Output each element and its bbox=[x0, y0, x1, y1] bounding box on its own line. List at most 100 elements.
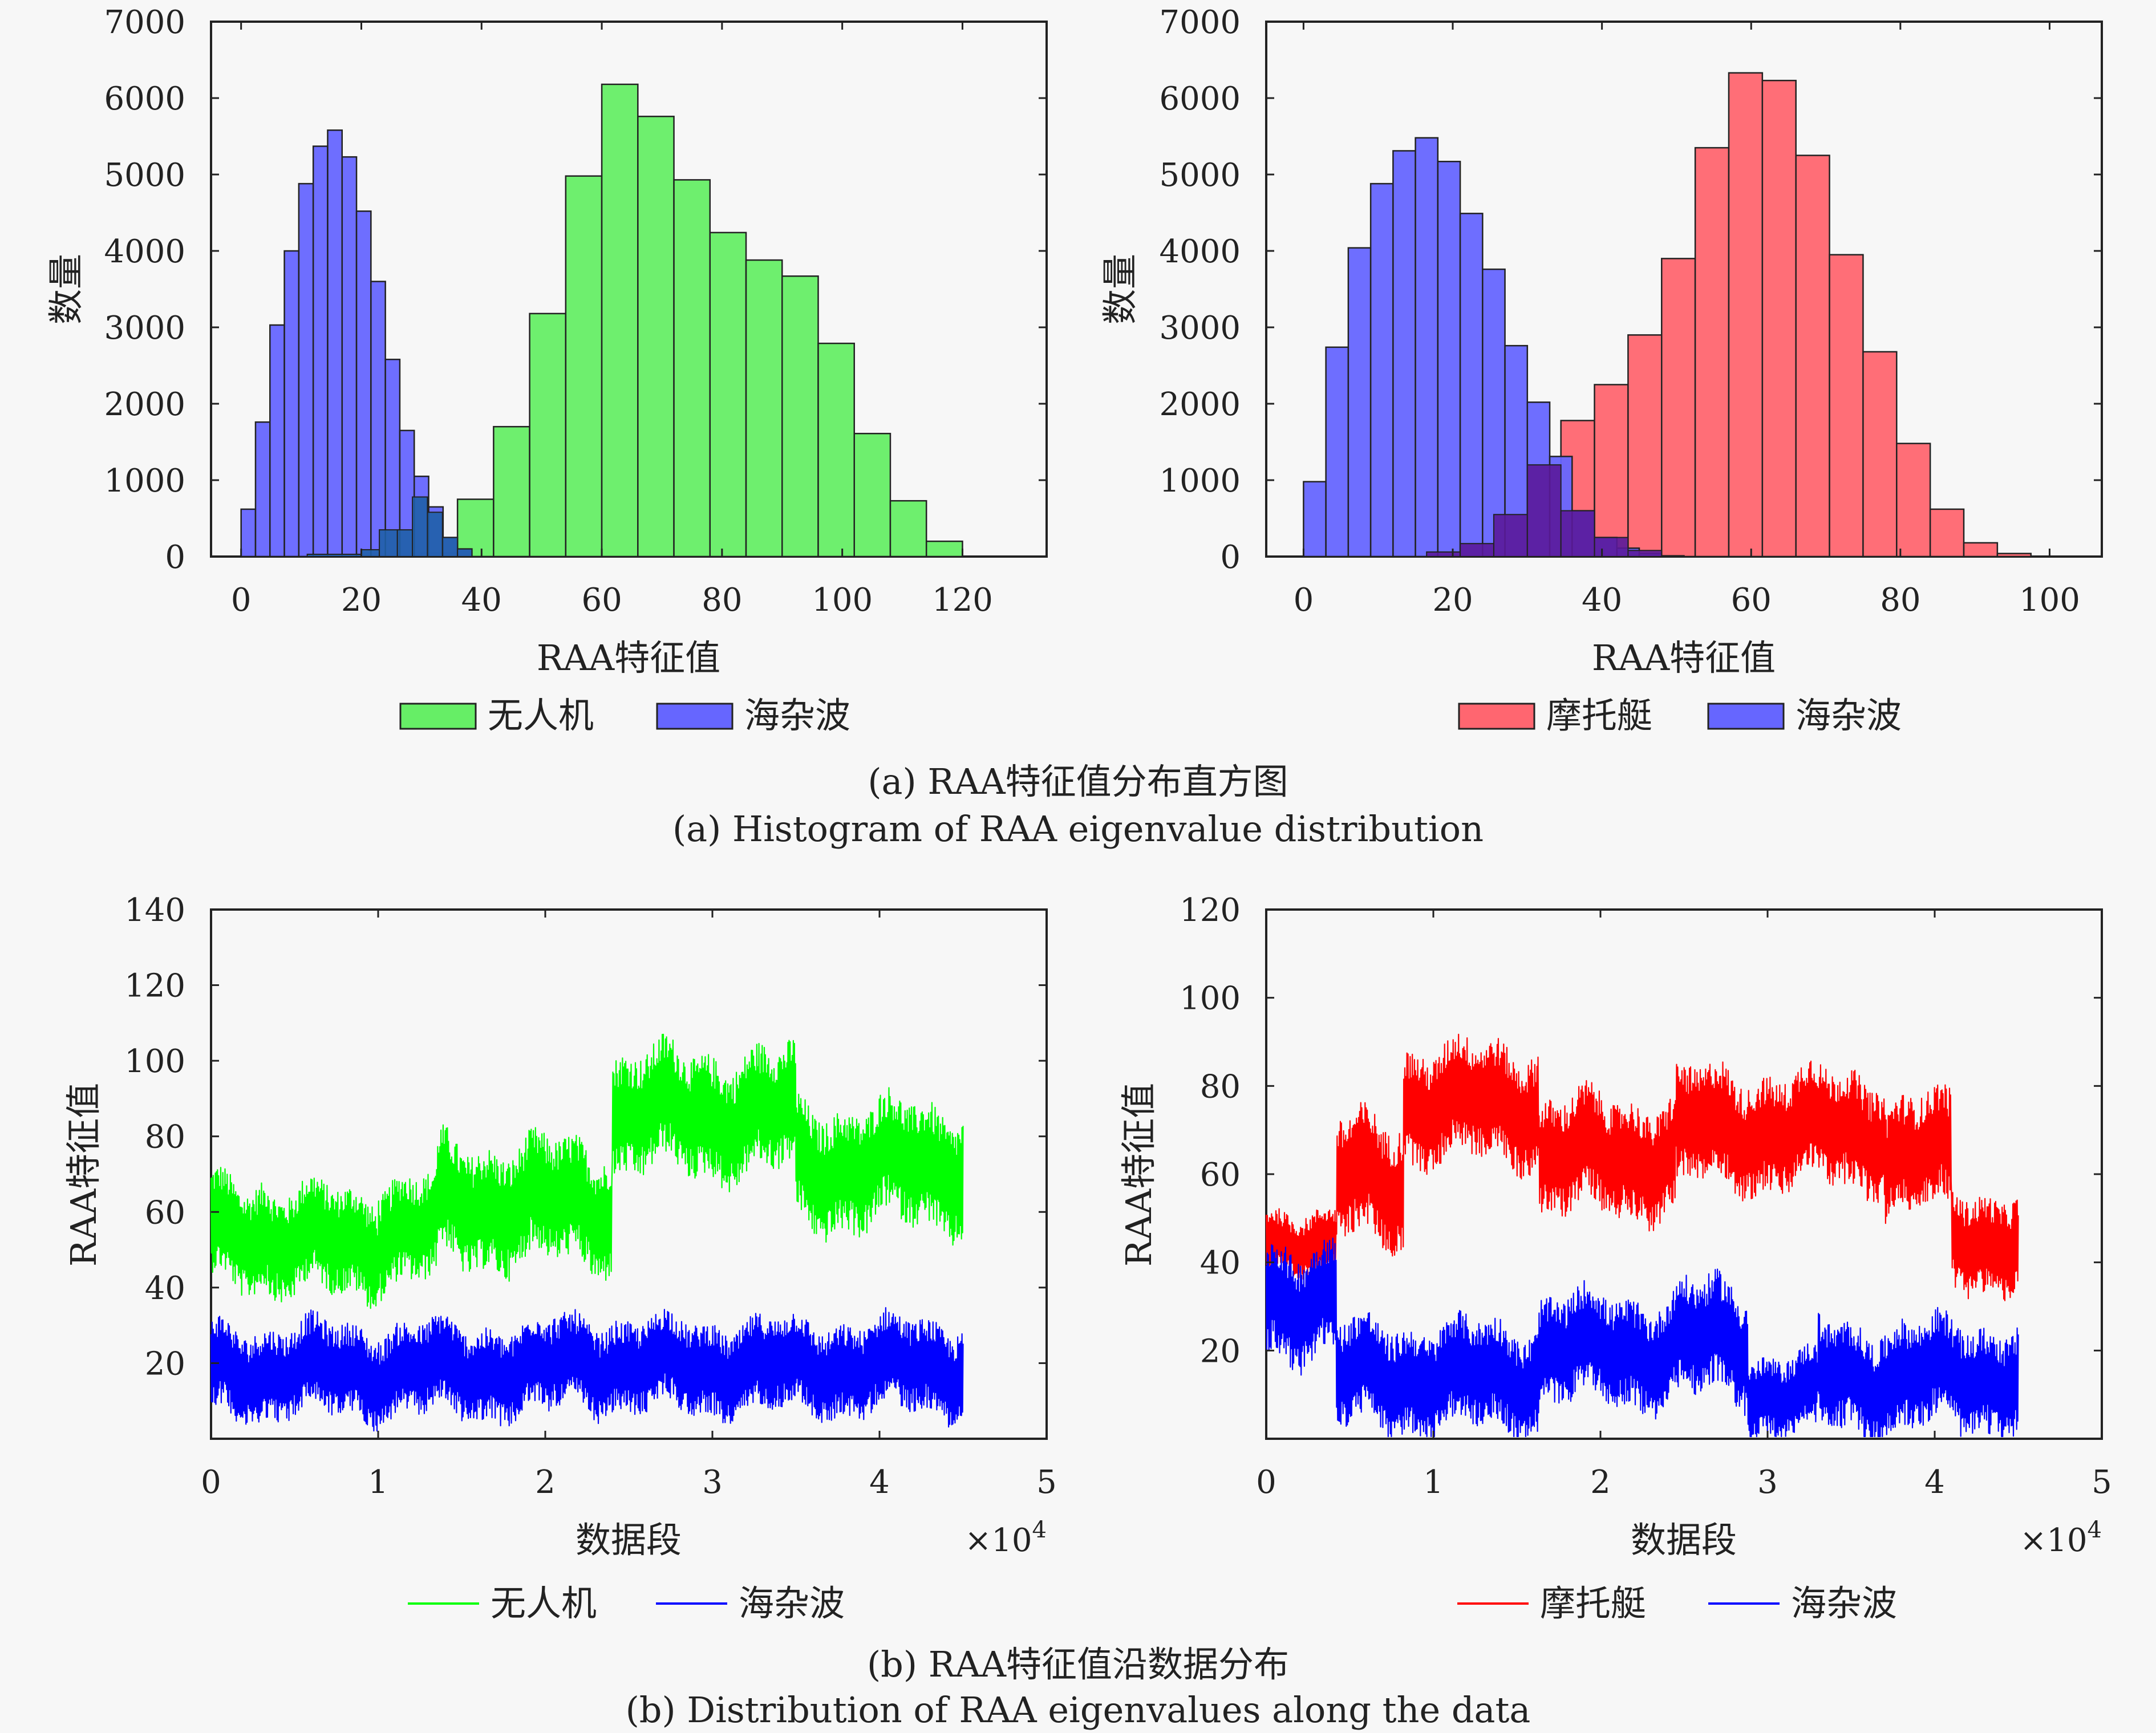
y-tick-label: 120 bbox=[124, 968, 185, 1005]
x-tick-label: 4 bbox=[869, 1464, 890, 1501]
legend-label-clutter: 海杂波 bbox=[744, 695, 850, 736]
legend-label-boat: 摩托艇 bbox=[1546, 695, 1652, 736]
y-tick-label: 3000 bbox=[104, 310, 185, 347]
sequence-drone-lines bbox=[210, 1033, 964, 1432]
x-axis-label: RAA特征值 bbox=[537, 637, 720, 679]
y-tick-label: 3000 bbox=[1159, 310, 1241, 347]
y-tick-label: 6000 bbox=[104, 80, 185, 117]
x-tick-label: 80 bbox=[702, 582, 742, 619]
histogram-overlap-bar bbox=[457, 548, 473, 557]
histogram-bar bbox=[312, 145, 329, 558]
histogram-boat-ticks: 0 20 40 60 80 1000100020003000400050006000700… bbox=[1159, 4, 2102, 619]
histogram-bar bbox=[1728, 72, 1764, 558]
histogram-bar bbox=[456, 498, 495, 558]
y-axis-label: RAA特征值 bbox=[63, 1083, 104, 1267]
histogram-bar bbox=[1459, 213, 1484, 558]
x-tick-label: 120 bbox=[932, 582, 993, 619]
x-axis-label: RAA特征值 bbox=[1592, 637, 1776, 679]
x-tick-label: 100 bbox=[2019, 582, 2080, 619]
y-tick-label: 80 bbox=[145, 1119, 185, 1156]
legend-swatch-clutter bbox=[656, 703, 733, 730]
y-tick-label: 40 bbox=[1200, 1245, 1241, 1282]
y-tick-label: 60 bbox=[145, 1194, 185, 1231]
series-line bbox=[1265, 1237, 2019, 1438]
legend-swatch-clutter bbox=[1707, 703, 1785, 730]
histogram-bar bbox=[1694, 147, 1730, 558]
histogram-drone-bars bbox=[240, 83, 963, 558]
histogram-bar bbox=[283, 250, 300, 558]
y-tick-label: 100 bbox=[124, 1043, 185, 1080]
legend: 无人机 海杂波 bbox=[408, 1582, 845, 1624]
x-tick-label: 4 bbox=[1924, 1464, 1945, 1501]
histogram-overlap-bar bbox=[412, 496, 428, 557]
histogram-bar bbox=[1761, 79, 1797, 558]
histogram-bar bbox=[1929, 508, 1965, 558]
histogram-bar bbox=[1303, 481, 1327, 558]
series-line bbox=[210, 1307, 964, 1432]
histogram-bar bbox=[341, 156, 358, 558]
x-tick-label: 100 bbox=[812, 582, 873, 619]
histogram-drone-ticks: 0 20 40 60 80 100 120 0 1000 2000 3000 4000 5000 6000… bbox=[104, 4, 1047, 619]
x-axis-label: 数据段 bbox=[576, 1519, 682, 1561]
x-tick-label: 20 bbox=[341, 582, 382, 619]
x-tick-label: 80 bbox=[1880, 582, 1920, 619]
y-tick-label: 0 bbox=[1220, 539, 1241, 576]
legend: 摩托艇 海杂波 bbox=[1458, 695, 1902, 736]
x-tick-label: 40 bbox=[461, 582, 502, 619]
histogram-bar bbox=[1829, 254, 1864, 558]
histogram-overlap-bar bbox=[441, 537, 459, 557]
histogram-bar bbox=[1627, 334, 1663, 558]
y-tick-label: 140 bbox=[124, 892, 185, 929]
histogram-overlap-bar bbox=[427, 512, 443, 558]
histogram-overlap-bar bbox=[1526, 464, 1562, 558]
histogram-overlap-bar bbox=[379, 529, 398, 557]
histogram-overlap-bar bbox=[1426, 551, 1461, 558]
histogram-bar bbox=[1862, 351, 1898, 558]
y-axis-label: 数量 bbox=[45, 254, 87, 324]
histogram-boat-bars bbox=[1303, 72, 2032, 558]
x-tick-label: 1 bbox=[368, 1464, 388, 1501]
y-tick-label: 6000 bbox=[1159, 80, 1241, 117]
histogram-bar bbox=[1795, 155, 1830, 558]
x-tick-label: 40 bbox=[1582, 582, 1622, 619]
histogram-bar bbox=[1661, 258, 1696, 558]
sequence-boat-lines bbox=[1265, 1033, 2019, 1438]
caption-a-english: (a) Histogram of RAA eigenvalue distribu… bbox=[672, 808, 1484, 850]
sequence-boat-panel: 0 1 2 3 4 5 20 40 60 80 100 120 ×104 数据段 RAA特征值 摩托艇… bbox=[1118, 892, 2112, 1624]
legend: 摩托艇 海杂波 bbox=[1457, 1582, 1897, 1624]
sequence-drone-ticks: 0 1 2 3 4 5 20 40 60 80 100 120 140 bbox=[124, 892, 1057, 1501]
legend-label-clutter: 海杂波 bbox=[739, 1582, 845, 1624]
histogram-bar bbox=[240, 508, 257, 558]
y-tick-label: 7000 bbox=[104, 4, 185, 41]
histogram-drone-panel: 0 20 40 60 80 100 120 0 1000 2000 3000 4000 5000 6000… bbox=[45, 4, 1048, 736]
legend-label-clutter: 海杂波 bbox=[1791, 1582, 1897, 1624]
y-tick-label: 2000 bbox=[104, 386, 185, 423]
x-tick-label: 5 bbox=[1036, 1464, 1057, 1501]
histogram-bar bbox=[673, 179, 711, 558]
plot-frame bbox=[210, 908, 1048, 1440]
histogram-bar bbox=[745, 259, 783, 558]
y-tick-label: 4000 bbox=[1159, 233, 1241, 270]
histogram-bar bbox=[1347, 247, 1372, 558]
x-tick-label: 3 bbox=[1757, 1464, 1778, 1501]
histogram-bar bbox=[1594, 384, 1629, 558]
histogram-bar bbox=[1996, 553, 2032, 558]
y-tick-label: 100 bbox=[1180, 980, 1241, 1017]
series-line bbox=[210, 1033, 964, 1309]
x-axis-label: 数据段 bbox=[1631, 1519, 1737, 1561]
y-tick-label: 4000 bbox=[104, 233, 185, 270]
histogram-bar bbox=[925, 540, 963, 558]
histogram-bar bbox=[709, 232, 747, 558]
y-tick-label: 5000 bbox=[1159, 157, 1241, 194]
legend-label-boat: 摩托艇 bbox=[1540, 1582, 1646, 1624]
histogram-bar bbox=[637, 115, 675, 558]
histogram-bar bbox=[254, 421, 271, 558]
x-multiplier: ×104 bbox=[964, 1517, 1047, 1559]
histogram-bar bbox=[1415, 137, 1439, 558]
histogram-boat-panel: 0 20 40 60 80 1000100020003000400050006000700… bbox=[1099, 4, 2103, 736]
x-tick-label: 0 bbox=[201, 1464, 221, 1501]
histogram-bar bbox=[853, 433, 891, 558]
histogram-bar bbox=[529, 312, 567, 558]
series-line bbox=[1265, 1033, 2019, 1301]
